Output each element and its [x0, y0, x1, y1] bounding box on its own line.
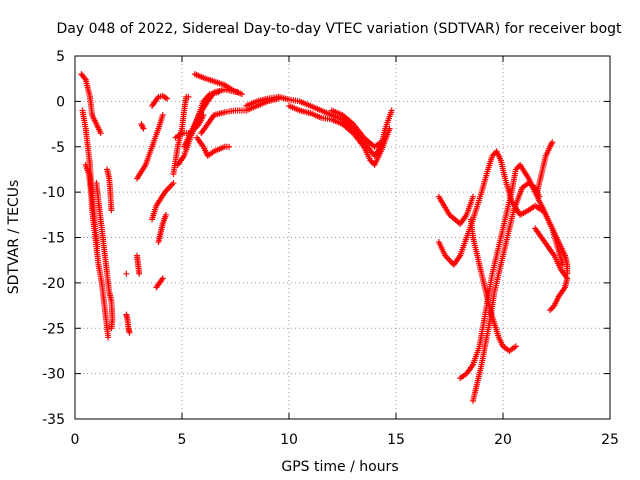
series-arc-32 [538, 202, 571, 277]
data-points [78, 71, 571, 404]
y-tick-label: 5 [56, 49, 65, 65]
data-point [470, 193, 477, 200]
x-tick-label: 15 [387, 432, 405, 448]
y-axis-label: SDTVAR / TECUs [6, 180, 22, 295]
data-point [140, 125, 147, 132]
data-point [97, 130, 104, 137]
data-point [108, 325, 115, 332]
y-tick-label: -25 [42, 321, 65, 337]
series-arc-4 [93, 180, 116, 332]
series-arc-12 [149, 180, 177, 223]
data-point [386, 125, 393, 132]
data-point [126, 329, 133, 336]
series-arc-13 [155, 211, 169, 246]
data-point [238, 91, 245, 98]
data-point [378, 139, 385, 146]
series-arc-25 [435, 193, 477, 227]
data-point [547, 307, 554, 314]
series-arc-6 [123, 270, 130, 277]
series-arc-31 [532, 225, 571, 314]
x-tick-label: 5 [178, 432, 187, 448]
data-point [136, 270, 143, 277]
x-axis-label: GPS time / hours [281, 459, 398, 475]
series-arc-19 [191, 71, 245, 98]
y-tick-label: -30 [42, 367, 65, 383]
data-point [123, 270, 130, 277]
x-tick-label: 10 [280, 432, 298, 448]
chart-title: Day 048 of 2022, Sidereal Day-to-day VTE… [56, 21, 622, 37]
series-arc-3 [82, 161, 112, 341]
series-arc-14 [153, 275, 166, 291]
series-arc-28 [470, 180, 543, 404]
data-point [164, 95, 171, 102]
series-arc-10 [134, 111, 166, 182]
data-point [81, 75, 88, 82]
data-point [105, 334, 112, 341]
series-arc-11 [149, 92, 171, 109]
data-point [185, 93, 192, 100]
x-tick-label: 0 [71, 432, 80, 448]
y-tick-label: -35 [42, 412, 65, 428]
data-point [159, 111, 166, 118]
series-arc-7 [123, 311, 133, 336]
y-tick-label: -20 [42, 276, 65, 292]
data-point [388, 107, 395, 114]
series-arc-24 [328, 107, 385, 150]
data-point [108, 207, 115, 214]
series-arc-29 [467, 216, 519, 354]
data-point [159, 275, 166, 282]
series-arc-8 [134, 252, 143, 277]
y-tick-label: -5 [51, 140, 65, 156]
data-point [536, 193, 543, 200]
series-arc-20 [193, 134, 233, 159]
data-point [564, 270, 571, 277]
data-point [226, 143, 233, 150]
y-tick-label: -10 [42, 185, 65, 201]
series-arc-26 [435, 148, 545, 268]
series-arc-5 [104, 166, 115, 214]
x-tick-label: 25 [601, 432, 619, 448]
series-arc-9 [138, 121, 147, 132]
data-point [549, 139, 556, 146]
axis-ticks: 0 5 10 15 20 25 5 0 -5 -10 -15 -20 -25 -30 -35 [42, 49, 619, 448]
y-tick-label: -15 [42, 231, 65, 247]
y-tick-label: 0 [56, 94, 65, 110]
data-point [170, 180, 177, 187]
x-tick-label: 20 [494, 432, 512, 448]
data-point [512, 343, 519, 350]
series-arc-23 [286, 102, 393, 168]
series-arc-1 [78, 71, 104, 137]
series-arc-30 [534, 139, 556, 196]
data-point [162, 211, 169, 218]
